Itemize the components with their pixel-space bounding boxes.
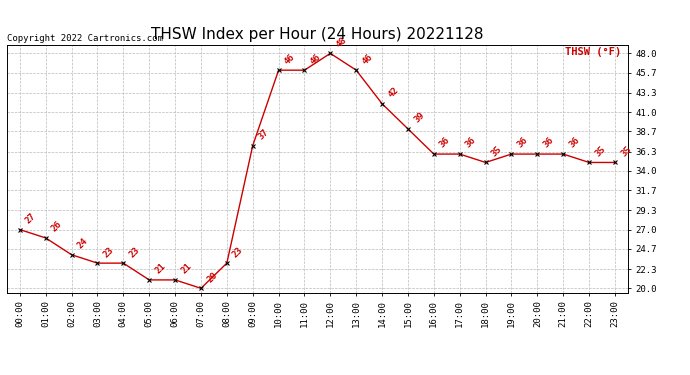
Text: 21: 21 <box>179 262 193 276</box>
Text: 23: 23 <box>101 245 116 259</box>
Text: 37: 37 <box>257 128 271 141</box>
Text: 26: 26 <box>50 220 64 234</box>
Text: Copyright 2022 Cartronics.com: Copyright 2022 Cartronics.com <box>7 33 163 42</box>
Text: 42: 42 <box>386 86 400 99</box>
Text: 23: 23 <box>231 245 245 259</box>
Text: 46: 46 <box>308 52 323 66</box>
Text: 35: 35 <box>593 144 607 158</box>
Text: 46: 46 <box>360 52 375 66</box>
Text: 36: 36 <box>438 136 452 150</box>
Text: 35: 35 <box>619 144 633 158</box>
Text: 46: 46 <box>283 52 297 66</box>
Text: 48: 48 <box>335 35 348 49</box>
Text: 21: 21 <box>153 262 168 276</box>
Text: 23: 23 <box>128 245 141 259</box>
Text: 36: 36 <box>567 136 582 150</box>
Text: THSW (°F): THSW (°F) <box>565 48 622 57</box>
Text: 20: 20 <box>205 270 219 284</box>
Text: 35: 35 <box>490 144 504 158</box>
Text: 36: 36 <box>515 136 530 150</box>
Text: 24: 24 <box>76 237 90 250</box>
Text: 36: 36 <box>542 136 555 150</box>
Title: THSW Index per Hour (24 Hours) 20221128: THSW Index per Hour (24 Hours) 20221128 <box>151 27 484 42</box>
Text: 27: 27 <box>24 211 38 225</box>
Text: 36: 36 <box>464 136 478 150</box>
Text: 39: 39 <box>412 111 426 125</box>
